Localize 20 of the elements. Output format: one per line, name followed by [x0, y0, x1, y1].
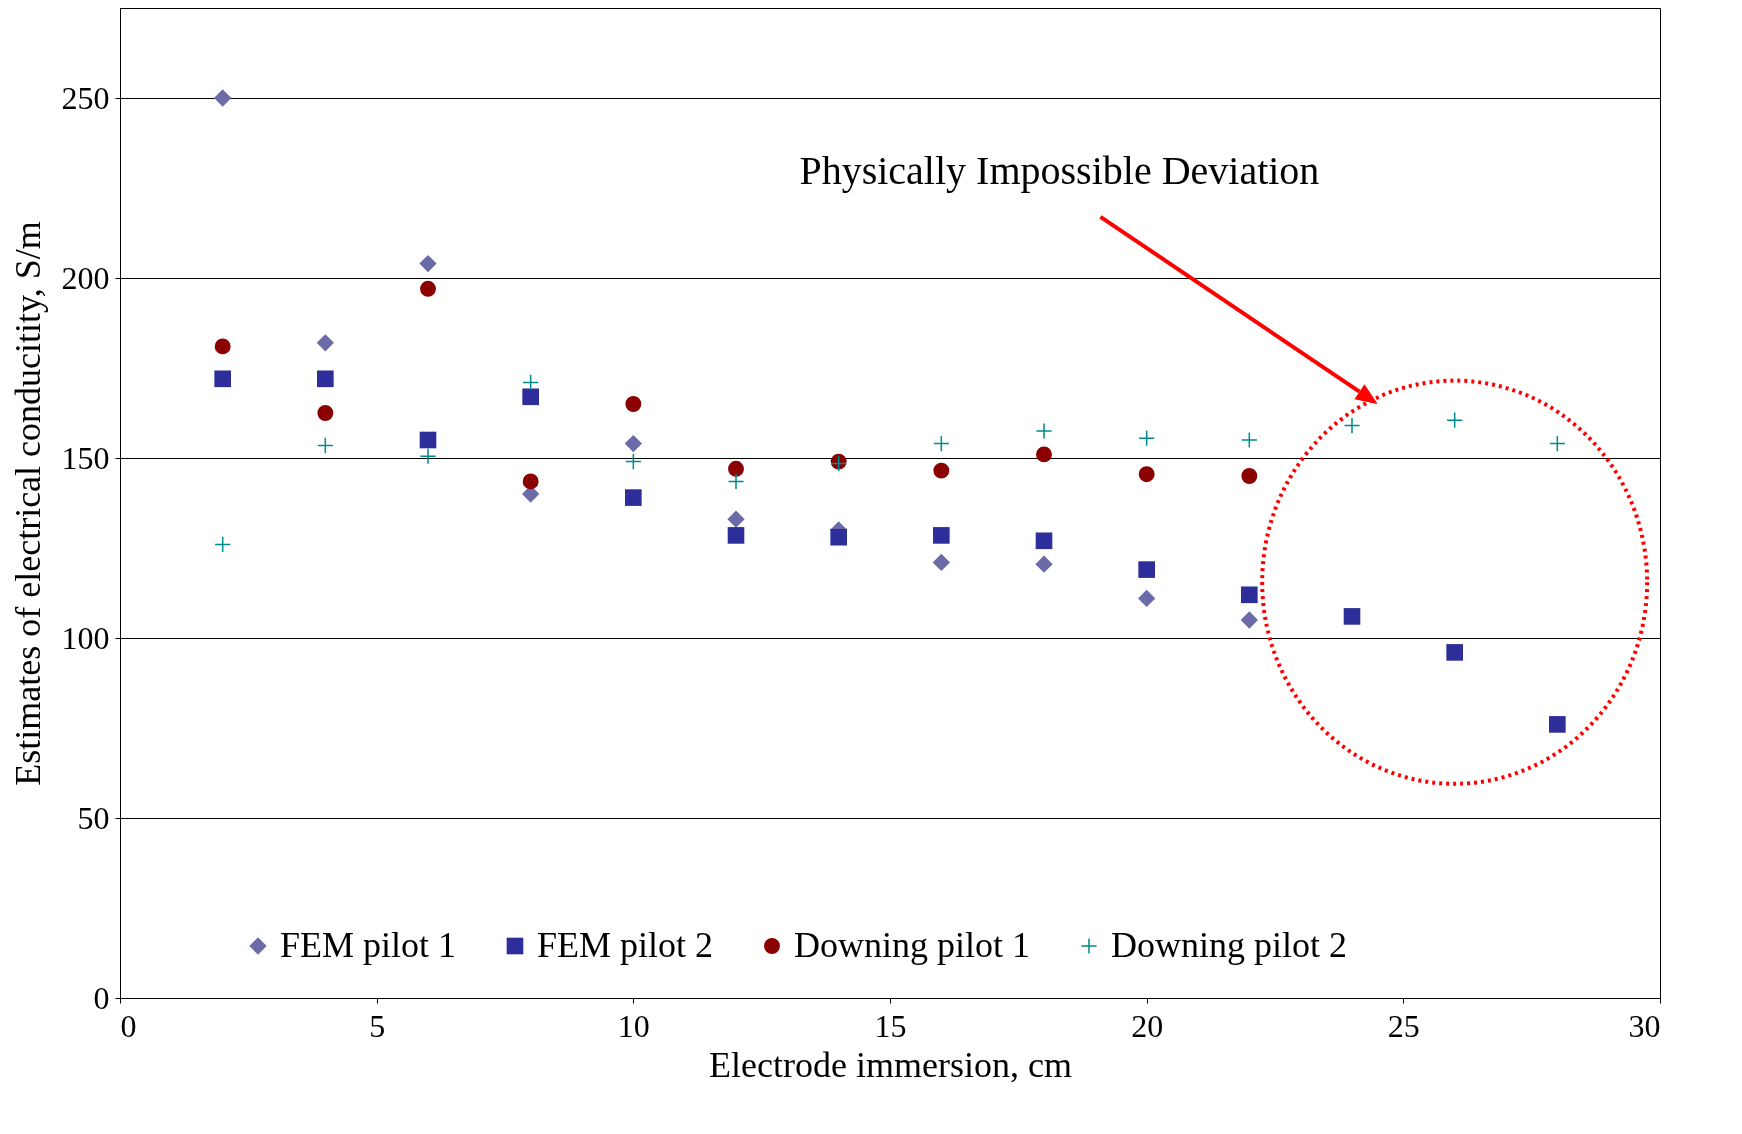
x-axis-title: Electrode immersion, cm [709, 1044, 1072, 1085]
y-tick-label: 150 [61, 439, 110, 476]
y-tick-label: 200 [61, 259, 110, 296]
x-tick-label: 15 [874, 1007, 907, 1044]
y-tick-label: 50 [77, 799, 110, 836]
x-tick-label: 20 [1131, 1007, 1164, 1044]
y-tick-label: 250 [61, 79, 110, 116]
y-axis-title: Estimates of electrical conducitity, S/m [7, 221, 48, 786]
legend-label: FEM pilot 1 [280, 925, 457, 965]
y-tick-label: 0 [93, 979, 110, 1016]
legend-label: Downing pilot 2 [1111, 925, 1348, 965]
legend-label: FEM pilot 2 [537, 925, 714, 965]
x-tick-label: 10 [617, 1007, 650, 1044]
x-tick-label: 30 [1628, 1007, 1661, 1044]
x-tick-label: 0 [120, 1007, 137, 1044]
y-tick-label: 100 [61, 619, 110, 656]
legend-label: Downing pilot 1 [794, 925, 1031, 965]
x-tick-label: 25 [1387, 1007, 1420, 1044]
annotation: Physically Impossible Deviation [799, 148, 1320, 194]
x-tick-label: 5 [369, 1007, 386, 1044]
